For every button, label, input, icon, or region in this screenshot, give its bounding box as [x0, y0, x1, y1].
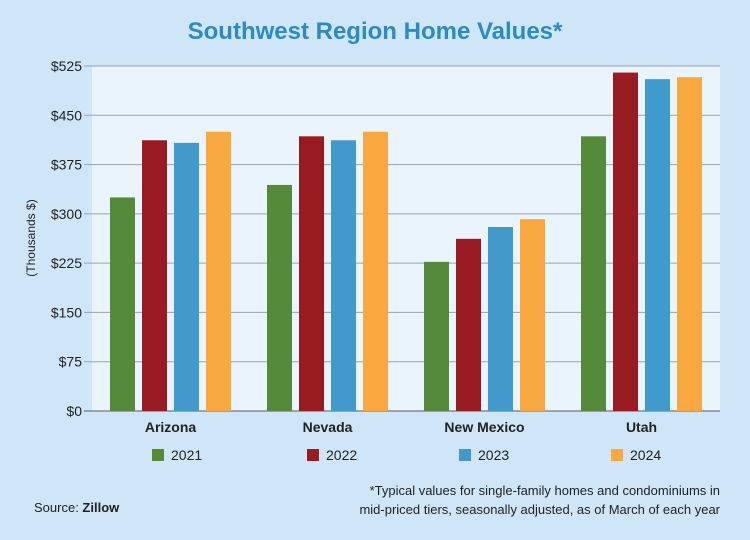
bar-arizona-2023 [174, 142, 199, 411]
y-tick-label: $375 [51, 157, 82, 173]
legend-label: 2022 [326, 447, 357, 463]
y-tick-label: $450 [51, 107, 82, 123]
bar-nevada-2023 [331, 140, 356, 411]
footnote-line-2: mid-priced tiers, seasonally adjusted, a… [359, 502, 720, 517]
legend-swatch [152, 449, 164, 461]
legend-label: 2024 [630, 447, 661, 463]
x-axis-labels: Arizona Nevada New Mexico Utah [145, 419, 657, 435]
y-tick-label: $525 [51, 58, 82, 74]
source-credit: Source: Zillow [34, 500, 119, 515]
x-tick-label: Utah [626, 419, 657, 435]
legend-label: 2023 [478, 447, 509, 463]
bar-new-mexico-2023 [488, 227, 513, 411]
bar-nevada-2022 [299, 136, 324, 412]
legend-swatch [459, 449, 471, 461]
source-label: Source: [34, 500, 83, 515]
bar-new-mexico-2024 [520, 219, 545, 411]
bar-nevada-2021 [267, 184, 292, 411]
bar-utah-2021 [581, 136, 606, 412]
bar-utah-2022 [613, 72, 638, 412]
bar-new-mexico-2021 [424, 261, 449, 411]
y-tick-label: $225 [51, 255, 82, 271]
chart-title: Southwest Region Home Values* [187, 18, 563, 45]
bar-utah-2023 [645, 79, 670, 412]
x-tick-label: Arizona [145, 419, 197, 435]
y-tick-label: $300 [51, 206, 82, 222]
bar-arizona-2022 [142, 140, 167, 411]
bar-nevada-2024 [363, 131, 388, 411]
bar-arizona-2021 [110, 197, 135, 411]
x-tick-label: Nevada [303, 419, 353, 435]
footnote-line-1: *Typical values for single-family homes … [369, 483, 720, 498]
legend-label: 2021 [171, 447, 202, 463]
legend-swatch [611, 449, 623, 461]
legend: 2021 2022 2023 2024 [152, 447, 661, 463]
legend-swatch [307, 449, 319, 461]
bars [110, 72, 702, 412]
bar-utah-2024 [677, 77, 702, 412]
footnote: *Typical values for single-family homes … [280, 481, 720, 519]
y-axis-label: (Thousands $) [24, 199, 38, 276]
x-tick-label: New Mexico [444, 419, 524, 435]
source-name: Zillow [82, 500, 120, 515]
y-tick-label: $150 [51, 304, 82, 320]
y-axis-ticks: $0 $75 $150 $225 $300 $375 $450 $525 [51, 58, 82, 419]
bar-arizona-2024 [206, 131, 231, 411]
y-tick-label: $75 [59, 354, 83, 370]
y-tick-label: $0 [66, 403, 82, 419]
bar-new-mexico-2022 [456, 238, 481, 411]
